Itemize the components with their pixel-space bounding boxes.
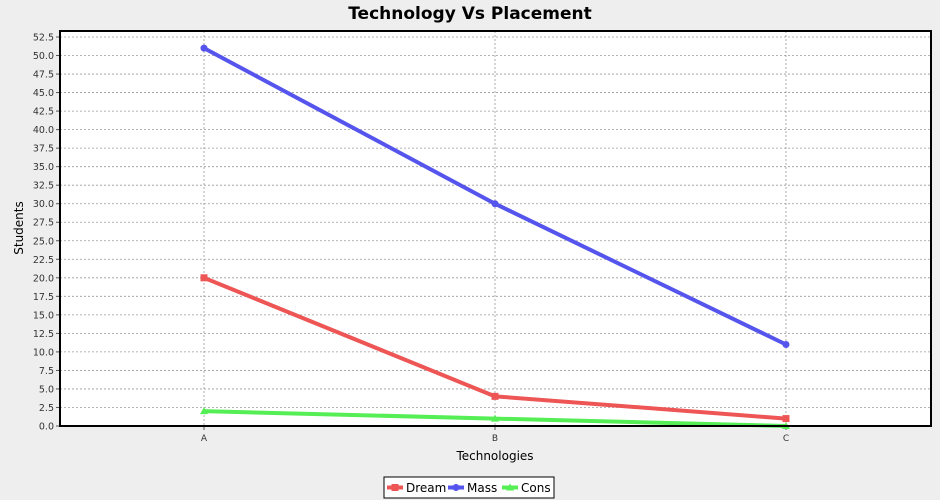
y-tick-label: 47.5 (33, 70, 54, 81)
y-tick-label: 2.5 (39, 403, 54, 414)
x-tick-label: A (201, 434, 208, 444)
y-tick-label: 42.5 (33, 107, 54, 118)
y-tick-label: 32.5 (33, 181, 54, 192)
series-mass (200, 44, 790, 348)
data-point (782, 340, 790, 348)
x-axis-label: Technologies (455, 449, 533, 463)
data-point (782, 415, 790, 423)
y-tick-label: 0.0 (39, 422, 54, 433)
y-tick-label: 20.0 (33, 273, 54, 284)
x-tick-label: B (492, 434, 498, 444)
legend-swatch-marker (506, 483, 514, 491)
data-point (491, 200, 499, 208)
plot-area (60, 31, 931, 426)
data-point (491, 392, 499, 400)
data-point (491, 414, 499, 422)
plot-border (59, 30, 932, 427)
legend-box (383, 476, 555, 499)
y-axis-ticks: 0.0 2.5 5.0 7.5 10.0 12.5 15.0 17.5 20.0 22.5 25.0… (33, 33, 60, 433)
y-tick-label: 7.5 (39, 366, 54, 377)
y-tick-label: 27.5 (33, 218, 54, 229)
y-tick-label: 22.5 (33, 255, 54, 266)
x-axis-ticks: A B C (201, 426, 789, 444)
legend-item-dream: Dream (387, 481, 446, 495)
y-tick-label: 37.5 (33, 144, 54, 155)
legend-swatch-marker (391, 484, 399, 491)
y-tick-label: 25.0 (33, 236, 54, 247)
y-axis-label: Students (12, 201, 26, 255)
legend-item-mass: Mass (448, 481, 497, 495)
series-dream (200, 274, 790, 423)
y-tick-label: 30.0 (33, 199, 54, 210)
series-layer (200, 44, 790, 429)
y-tick-label: 45.0 (33, 88, 54, 99)
data-point (200, 274, 208, 282)
y-tick-label: 10.0 (33, 347, 54, 358)
data-point (200, 407, 208, 415)
legend-swatch-marker (452, 484, 460, 491)
data-point (200, 44, 208, 52)
y-tick-label: 52.5 (33, 33, 54, 44)
legend: Dream Mass Cons (383, 476, 555, 499)
legend-item-cons: Cons (502, 481, 551, 495)
y-tick-label: 15.0 (33, 310, 54, 321)
legend-label: Mass (467, 481, 497, 495)
x-tick-label: C (783, 434, 789, 444)
legend-label: Dream (406, 481, 446, 495)
y-tick-label: 50.0 (33, 51, 54, 62)
y-tick-label: 40.0 (33, 125, 54, 136)
y-tick-label: 35.0 (33, 162, 54, 173)
chart-title: Technology Vs Placement (348, 4, 592, 24)
y-tick-label: 17.5 (33, 292, 54, 303)
y-tick-label: 5.0 (39, 384, 54, 395)
y-tick-label: 12.5 (33, 329, 54, 340)
legend-label: Cons (521, 481, 551, 495)
